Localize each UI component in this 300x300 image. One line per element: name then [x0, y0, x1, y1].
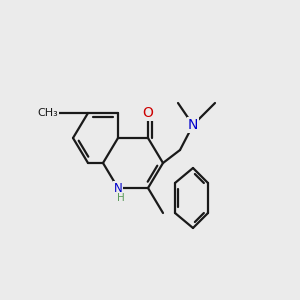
Text: CH₃: CH₃	[37, 108, 58, 118]
Text: N: N	[114, 182, 122, 194]
Text: N: N	[188, 118, 198, 132]
Text: H: H	[117, 193, 125, 203]
Text: O: O	[142, 106, 153, 120]
